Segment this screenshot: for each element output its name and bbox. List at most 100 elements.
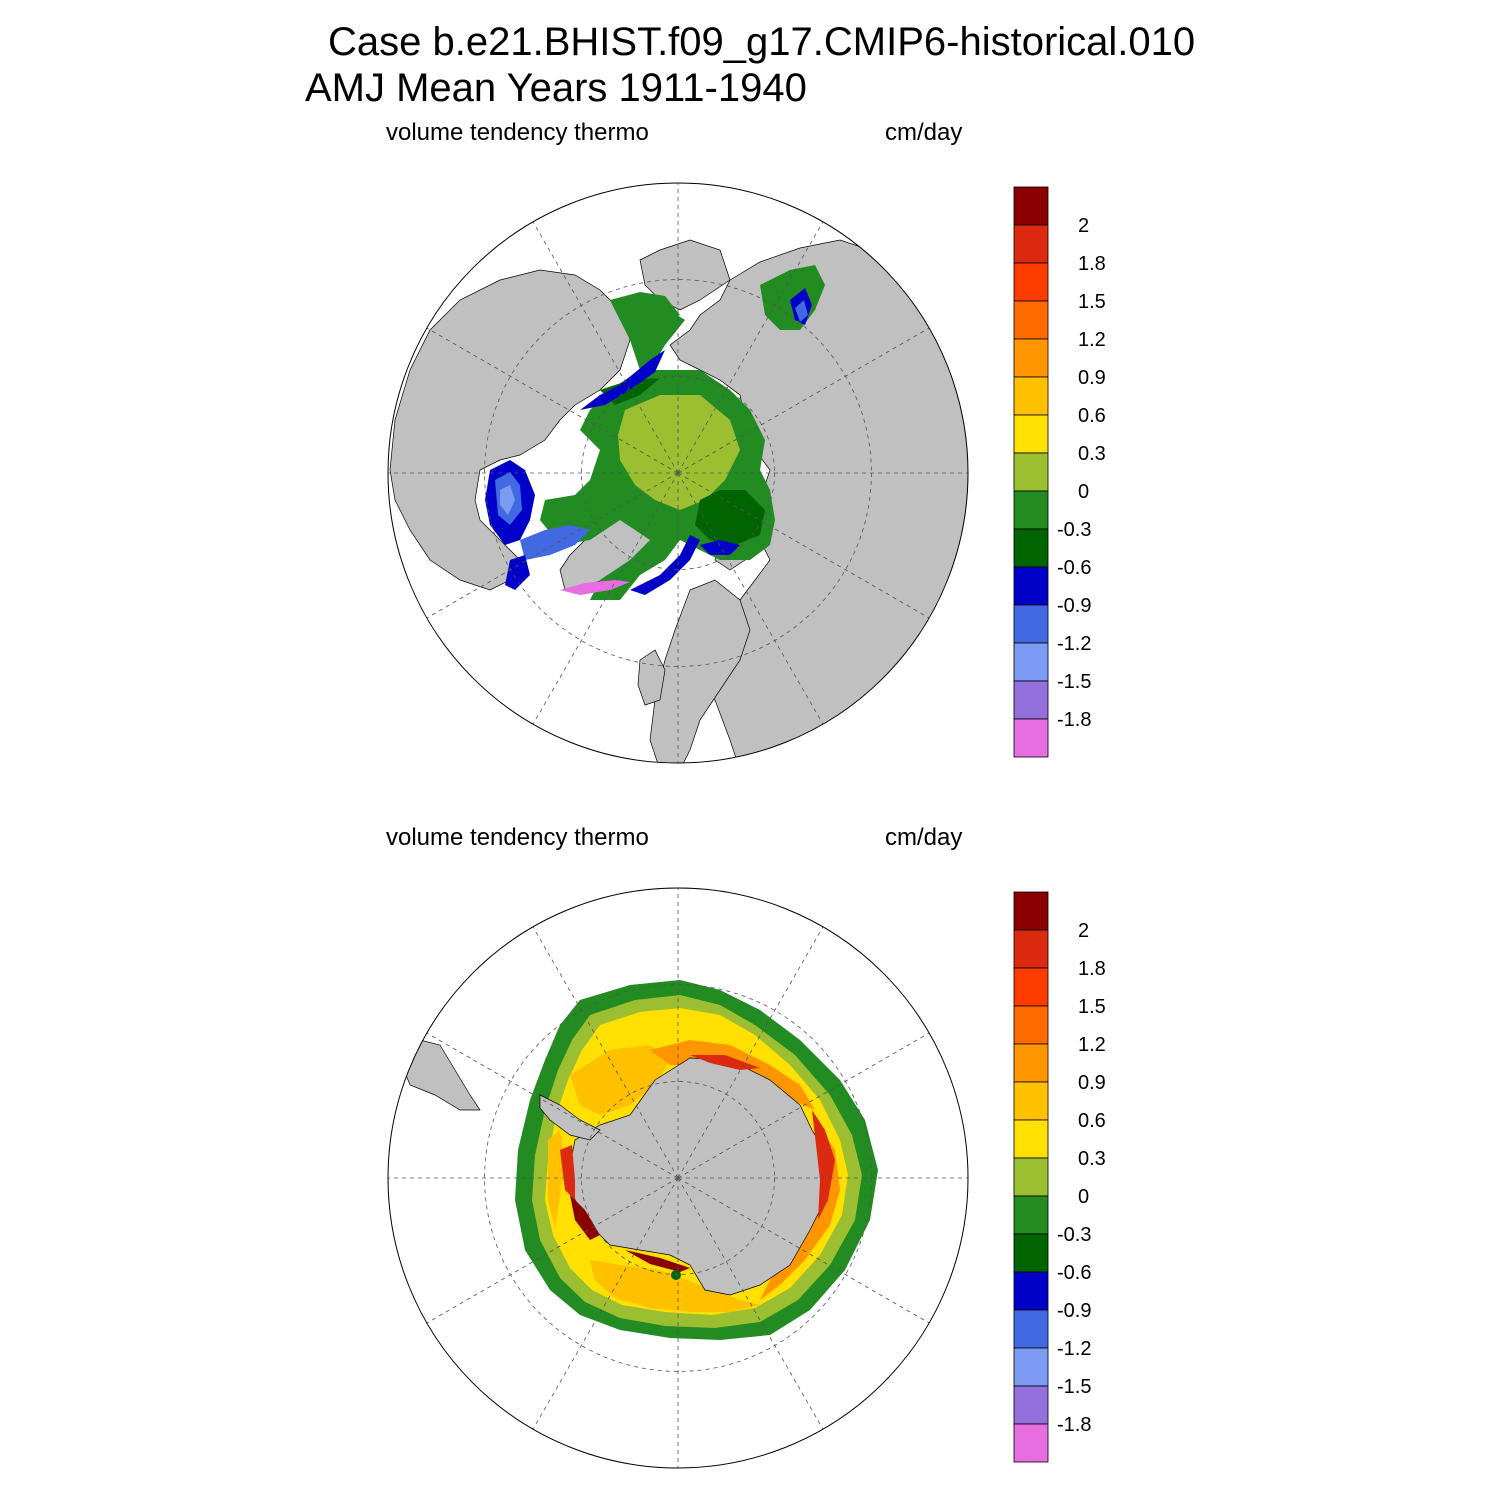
colorbar-swatch <box>1013 186 1049 226</box>
south-map-graticule <box>388 888 968 1468</box>
colorbar-swatch <box>1013 414 1049 454</box>
north-polar-map <box>387 182 969 764</box>
south-ice-orange-fringe-right <box>760 1120 840 1300</box>
colorbar-tick-label: -1.8 <box>1057 1414 1091 1436</box>
south-map-border <box>387 887 969 1469</box>
south-map-variable-label: volume tendency thermo <box>386 824 649 851</box>
north-ice-okhotsk-lightblue <box>795 300 808 322</box>
colorbar-swatch <box>1013 1005 1049 1045</box>
colorbar-swatch <box>1013 929 1049 969</box>
meridian-line <box>677 327 930 474</box>
colorbar-tick-label: -0.9 <box>1057 1300 1091 1322</box>
meridian-line <box>677 472 824 725</box>
colorbar-swatch <box>1013 1195 1049 1235</box>
north-ice-interior <box>618 395 740 510</box>
meridian-line <box>426 472 679 619</box>
colorbar-swatch <box>1013 604 1049 644</box>
colorbar-swatch <box>1013 1119 1049 1159</box>
colorbar-swatch <box>1013 891 1049 931</box>
colorbar-swatch <box>1013 1347 1049 1387</box>
meridian-line <box>532 472 679 725</box>
meridian-line <box>532 221 679 474</box>
south-ice-red-fringe-weddell <box>560 1145 575 1200</box>
colorbar-tick-label: -1.5 <box>1057 671 1091 693</box>
colorbar-tick-label: 0.9 <box>1078 1072 1106 1094</box>
meridian-line <box>677 1177 930 1324</box>
colorbar-swatch <box>1013 262 1049 302</box>
colorbar-swatch <box>1013 452 1049 492</box>
colorbar-tick-label: 0 <box>1078 481 1089 503</box>
meridian-line <box>677 1177 824 1430</box>
colorbar-swatch <box>1013 680 1049 720</box>
colorbar-swatch <box>1013 642 1049 682</box>
colorbar-tick-label: 1.8 <box>1078 253 1106 275</box>
north-ice-labrador-edge <box>505 555 530 590</box>
south-map-units-label: cm/day <box>885 824 963 851</box>
meridian-line <box>677 926 824 1179</box>
meridian-line <box>426 1032 679 1179</box>
colorbar-tick-label: 1.5 <box>1078 996 1106 1018</box>
north-colorbar: 2 1.8 1.5 1.2 0.9 0.6 0.3 0 -0.3 -0.6 -0.9 -1.2 -1.5… <box>1013 186 1106 758</box>
colorbar-tick-label: -0.3 <box>1057 519 1091 541</box>
south-ice-gold-band <box>570 1045 670 1115</box>
colorbar-tick-label: 0.9 <box>1078 367 1106 389</box>
north-map-border <box>387 182 969 764</box>
colorbar-swatch <box>1013 490 1049 530</box>
colorbar-swatch <box>1013 376 1049 416</box>
figure-title-line1: Case b.e21.BHIST.f09_g17.CMIP6-historica… <box>328 20 1196 64</box>
figure-title-line2: AMJ Mean Years 1911-1940 <box>305 66 807 110</box>
south-ice-gold-band-lower <box>590 1260 760 1312</box>
colorbar-swatch <box>1013 1043 1049 1083</box>
colorbar-tick-label: -0.9 <box>1057 595 1091 617</box>
colorbar-tick-label: -0.6 <box>1057 1262 1091 1284</box>
north-ice-dark-ring <box>695 490 765 545</box>
colorbar-tick-label: 1.2 <box>1078 1034 1106 1056</box>
colorbar-tick-label: 2 <box>1078 920 1089 942</box>
south-ice-orange-fringe <box>650 1040 815 1110</box>
meridian-line <box>426 327 679 474</box>
south-land-south-america <box>399 1039 481 1111</box>
colorbar-tick-label: 0.6 <box>1078 1110 1106 1132</box>
north-ice-pink-strip <box>560 580 630 595</box>
north-ice-blue-edge-atlantic <box>630 535 700 595</box>
meridian-line <box>532 926 679 1179</box>
north-ice-hudson-bay-lighter <box>500 485 515 515</box>
colorbar-swatch <box>1013 528 1049 568</box>
south-ice-red-fringe-east <box>812 1110 835 1220</box>
colorbar-swatch <box>1013 1233 1049 1273</box>
north-map-variable-label: volume tendency thermo <box>386 119 649 146</box>
north-land-chukotka <box>639 239 731 311</box>
colorbar-swatch <box>1013 300 1049 340</box>
colorbar-swatch <box>1013 1309 1049 1349</box>
south-ice-green-spot <box>671 1270 681 1280</box>
south-land-antarctic-peninsula <box>539 1094 601 1141</box>
colorbar-swatch <box>1013 566 1049 606</box>
south-ice-darkred-amundsen <box>625 1250 690 1272</box>
south-polar-map <box>387 887 969 1469</box>
north-ice-blue-edge-barents <box>700 540 740 555</box>
colorbar-swatch <box>1013 1271 1049 1311</box>
colorbar-tick-label: -1.8 <box>1057 709 1091 731</box>
colorbar-tick-label: -1.5 <box>1057 1376 1091 1398</box>
meridian-line <box>677 1032 930 1179</box>
colorbar-tick-label: 1.5 <box>1078 291 1106 313</box>
colorbar-swatch <box>1013 224 1049 264</box>
meridian-line <box>426 1177 679 1324</box>
colorbar-swatch <box>1013 967 1049 1007</box>
meridian-line <box>677 472 930 619</box>
colorbar-tick-label: -1.2 <box>1057 633 1091 655</box>
colorbar-tick-label: 1.8 <box>1078 958 1106 980</box>
colorbar-tick-label: -1.2 <box>1057 1338 1091 1360</box>
colorbar-tick-label: 0.6 <box>1078 405 1106 427</box>
south-colorbar: 2 1.8 1.5 1.2 0.9 0.6 0.3 0 -0.3 -0.6 -0.9 -1.2 -1.5… <box>1013 891 1106 1463</box>
colorbar-tick-label: 0.3 <box>1078 1148 1106 1170</box>
colorbar-tick-label: -0.3 <box>1057 1224 1091 1246</box>
colorbar-tick-label: 0 <box>1078 1186 1089 1208</box>
north-ice-bering <box>610 292 680 330</box>
colorbar-swatch <box>1013 718 1049 758</box>
north-ice-blue-edge-pacific <box>580 350 665 410</box>
north-map-graticule <box>388 183 968 763</box>
meridian-line <box>532 1177 679 1430</box>
colorbar-swatch <box>1013 1423 1049 1463</box>
